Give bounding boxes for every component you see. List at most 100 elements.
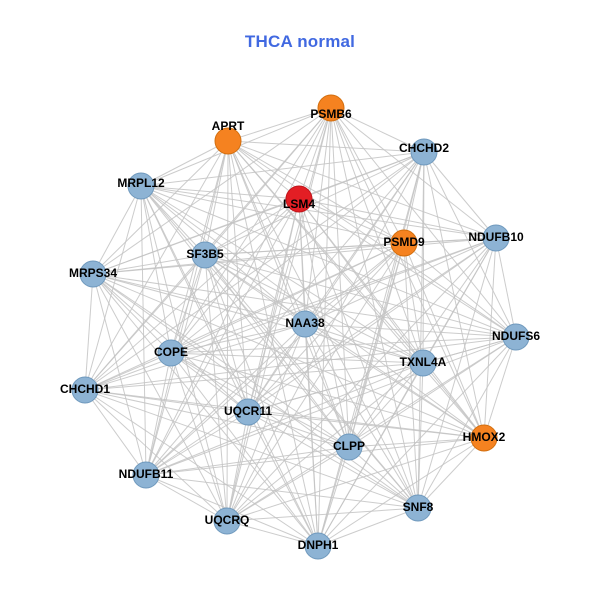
edge xyxy=(140,185,147,476)
edge xyxy=(170,151,425,354)
node-NDUFB10 xyxy=(482,224,510,252)
edge xyxy=(304,323,419,509)
edge xyxy=(298,198,419,509)
edge xyxy=(92,273,147,476)
edges-layer xyxy=(84,107,517,547)
edge xyxy=(145,474,419,509)
edge xyxy=(204,254,419,509)
edge xyxy=(298,198,405,244)
node-TXNL4A xyxy=(409,349,437,377)
edge xyxy=(226,411,249,522)
edge xyxy=(145,446,350,476)
edge xyxy=(317,362,424,547)
edge xyxy=(170,352,319,547)
node-label-UQCR11: UQCR11 xyxy=(224,404,272,418)
node-DNPH1 xyxy=(304,532,332,560)
edge xyxy=(145,151,425,476)
edge xyxy=(140,185,206,256)
node-label-LSM4: LSM4 xyxy=(283,197,315,211)
edge xyxy=(348,437,485,448)
node-UQCRQ xyxy=(213,507,241,535)
edge xyxy=(204,151,425,256)
edge xyxy=(227,140,300,200)
edge xyxy=(348,336,517,448)
edge xyxy=(423,151,497,239)
node-label-COPE: COPE xyxy=(154,345,188,359)
edge xyxy=(170,352,350,448)
edge xyxy=(84,389,350,448)
edge xyxy=(317,446,350,547)
node-label-CLPP: CLPP xyxy=(333,439,365,453)
node-NDUFS6 xyxy=(502,323,530,351)
edge xyxy=(92,273,419,509)
edge xyxy=(204,254,485,439)
node-label-SF3B5: SF3B5 xyxy=(186,247,224,261)
edge xyxy=(92,107,332,275)
edge xyxy=(140,140,229,187)
edge xyxy=(247,242,405,413)
edge xyxy=(145,323,306,476)
edge xyxy=(226,507,419,522)
nodes-layer xyxy=(71,94,530,560)
edge xyxy=(247,411,419,509)
edge xyxy=(483,336,517,439)
edge xyxy=(348,362,424,448)
edge xyxy=(145,411,249,476)
edge xyxy=(247,362,424,413)
edge xyxy=(304,242,405,325)
edge xyxy=(227,140,517,338)
edge xyxy=(84,389,419,509)
edge xyxy=(298,198,350,448)
node-label-TXNL4A: TXNL4A xyxy=(400,355,447,369)
node-SF3B5 xyxy=(191,241,219,269)
edge xyxy=(145,352,172,476)
node-label-MRPL12: MRPL12 xyxy=(117,176,165,190)
edge xyxy=(403,242,424,364)
edge xyxy=(247,411,485,439)
edge xyxy=(140,185,497,239)
edge xyxy=(227,140,419,509)
node-NDUFB11 xyxy=(132,461,160,489)
edge xyxy=(330,107,485,439)
edge xyxy=(348,237,497,448)
node-APRT xyxy=(214,127,242,155)
edge xyxy=(304,323,319,547)
edge xyxy=(145,362,424,476)
edge xyxy=(247,411,350,448)
edge xyxy=(226,242,405,522)
node-CHCHD1 xyxy=(71,376,99,404)
edge xyxy=(84,254,206,391)
node-SNF8 xyxy=(404,494,432,522)
edge xyxy=(417,437,485,509)
node-label-NDUFS6: NDUFS6 xyxy=(492,329,540,343)
edge xyxy=(92,254,206,275)
edge xyxy=(227,140,306,325)
edge xyxy=(145,336,517,476)
node-PSMB6 xyxy=(317,94,345,122)
edge xyxy=(317,437,485,547)
edge xyxy=(227,107,332,142)
node-label-CHCHD2: CHCHD2 xyxy=(399,141,449,155)
edge xyxy=(330,107,425,153)
edge xyxy=(247,323,306,413)
node-label-PSMD9: PSMD9 xyxy=(383,235,425,249)
edge xyxy=(145,198,300,476)
node-CLPP xyxy=(335,433,363,461)
edge xyxy=(348,151,425,448)
edge xyxy=(495,237,517,338)
chart-title: THCA normal xyxy=(244,32,356,51)
edge xyxy=(423,151,517,338)
edge xyxy=(145,437,485,476)
edge xyxy=(92,273,424,364)
edge xyxy=(145,474,228,522)
edge xyxy=(204,254,424,364)
edge xyxy=(226,198,300,522)
edge xyxy=(92,237,497,275)
edge xyxy=(304,323,517,338)
edge xyxy=(317,336,517,547)
edge xyxy=(84,389,319,547)
edge xyxy=(226,237,497,522)
edge xyxy=(84,352,172,391)
edge xyxy=(92,242,405,275)
